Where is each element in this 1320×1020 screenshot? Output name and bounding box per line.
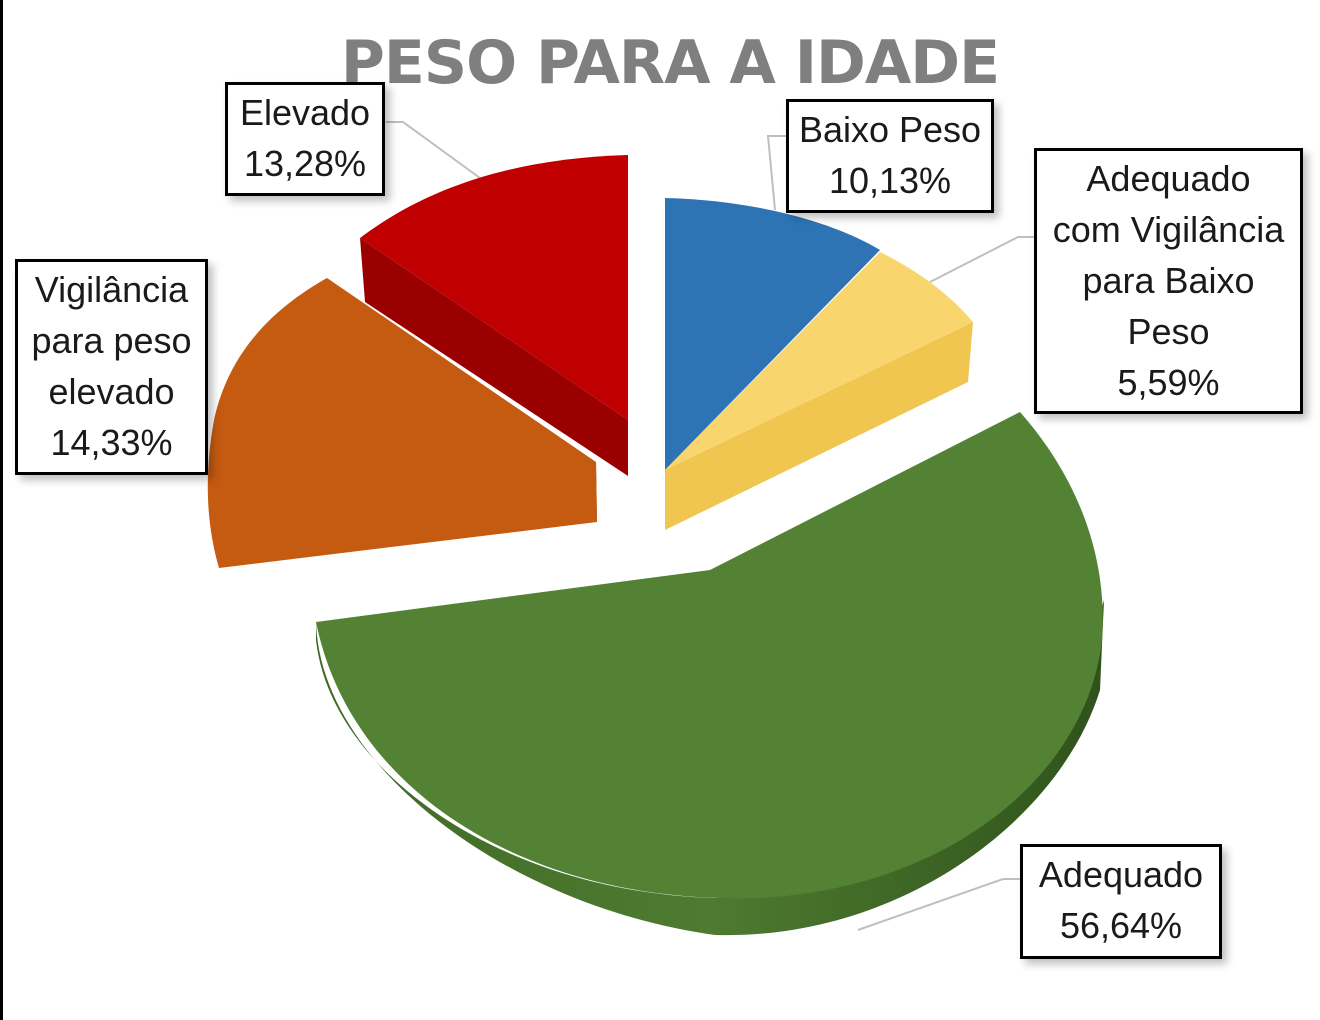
slice-elevado-side bbox=[360, 238, 628, 476]
data-label-value: 14,33% bbox=[50, 422, 173, 463]
data-label-name-line: com Vigilância bbox=[1052, 209, 1285, 250]
slice-adequado-vig-baixo-side bbox=[665, 322, 973, 530]
data-label-adequado: Adequado 56,64% bbox=[1020, 844, 1222, 959]
slice-vig-elevado bbox=[207, 278, 597, 568]
data-label-baixo-peso: Baixo Peso 10,13% bbox=[786, 99, 994, 213]
data-label-name: Baixo Peso bbox=[798, 109, 982, 150]
data-label-name-line: Peso bbox=[1127, 311, 1210, 352]
slice-vig-elevado-top bbox=[207, 278, 597, 568]
data-label-name: Adequado bbox=[1038, 854, 1204, 895]
data-label-adequado-vig-baixo: Adequado com Vigilância para Baixo Peso … bbox=[1034, 148, 1303, 414]
data-label-name-line: para peso bbox=[31, 320, 192, 361]
data-label-name-line: Adequado bbox=[1086, 158, 1251, 199]
slice-adequado-vig-baixo bbox=[665, 252, 973, 530]
slice-baixo-peso bbox=[665, 198, 880, 470]
leader-line-baixo-peso bbox=[766, 135, 788, 211]
slice-adequado-vig-baixo-top bbox=[665, 252, 973, 470]
data-label-name-line: elevado bbox=[48, 371, 175, 412]
data-label-vig-elevado: Vigilância para peso elevado 14,33% bbox=[15, 259, 208, 475]
slice-baixo-peso-top bbox=[665, 198, 880, 470]
data-label-value: 13,28% bbox=[243, 143, 367, 184]
slice-adequado-top bbox=[316, 412, 1103, 899]
data-label-value: 10,13% bbox=[828, 160, 952, 201]
slice-elevado bbox=[360, 155, 628, 476]
slice-adequado bbox=[316, 412, 1104, 936]
data-label-name-line: Vigilância bbox=[34, 269, 189, 310]
data-label-value: 5,59% bbox=[1117, 362, 1220, 403]
frame-border bbox=[0, 0, 3, 1020]
data-label-name-line: para Baixo bbox=[1082, 260, 1255, 301]
leader-line-adequado bbox=[857, 878, 1021, 931]
data-label-elevado: Elevado 13,28% bbox=[225, 82, 385, 196]
leader-line-elevado bbox=[386, 121, 481, 179]
chart-title: PESO PARA A IDADE bbox=[340, 28, 1000, 98]
data-label-value: 56,64% bbox=[1059, 905, 1183, 946]
data-label-name: Elevado bbox=[239, 92, 371, 133]
leader-line-adequado-vig-baixo bbox=[929, 236, 1034, 283]
slice-elevado-top bbox=[360, 155, 628, 420]
